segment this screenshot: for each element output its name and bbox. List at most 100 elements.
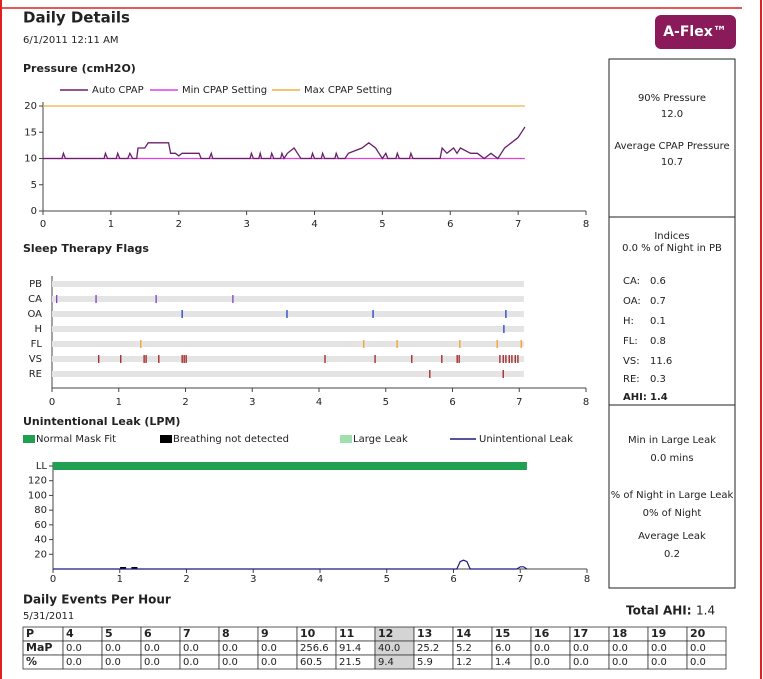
chart-title: Sleep Therapy Flags [23,242,149,255]
index-value: 0.3 [650,374,666,385]
row-track [52,341,524,347]
cell-text: 9 [261,627,269,640]
y-tick-label: 10 [24,154,37,165]
index-value: 0.8 [650,336,666,347]
x-tick-label: 6 [450,574,456,585]
stat-value: 0.2 [664,549,680,560]
cell-text: 1.4 [495,657,511,668]
breathing-not-detected [131,567,138,569]
leak-line [53,559,528,570]
cell-text: 18 [612,627,627,640]
title: Daily Details [23,9,130,27]
cell-text: 0.0 [534,643,550,654]
cell-text: 0.0 [612,657,628,668]
cell-text: 0.0 [651,657,667,668]
legend-label: Min CPAP Setting [182,85,267,96]
x-tick-label: 4 [311,219,317,230]
cell-text: 1.2 [456,657,472,668]
x-tick-label: 7 [517,574,523,585]
index-label: VS: [623,356,640,367]
x-tick-label: 5 [383,397,389,408]
cell-text: 0.0 [144,657,160,668]
chart-title: Pressure (cmH2O) [23,62,136,75]
cell-text: 0.0 [573,643,589,654]
cell-text: 0.0 [66,657,82,668]
legend-swatch [160,435,172,443]
y-tick-label: 20 [34,549,47,560]
x-tick-label: 1 [108,219,114,230]
series-line [43,126,526,160]
panel-title: Indices [654,231,689,242]
cell-text: 60.5 [300,657,322,668]
row-label: FL [31,339,43,350]
index-label: RE: [623,374,640,385]
panel [608,404,736,589]
cell-text: P [26,627,34,640]
x-tick-label: 5 [384,574,390,585]
x-tick-label: 3 [250,574,256,585]
y-tick-label: 5 [31,180,37,191]
cell-text: 0.0 [105,643,121,654]
y-tick-label: 80 [34,505,47,516]
stat-value: 0.0 mins [650,453,693,464]
y-tick-label: 20 [24,101,37,112]
cell-text: 11 [339,627,354,640]
index-value: 0.7 [650,296,666,307]
cell-text: 10 [300,627,316,640]
x-tick-label: 3 [249,397,255,408]
cell-text: 15 [495,627,510,640]
row-label: OA [27,309,42,320]
x-tick-label: 2 [176,219,182,230]
legend-label: Breathing not detected [173,434,289,445]
x-tick-label: 0 [40,219,46,230]
stat-label: Average CPAP Pressure [614,141,729,152]
x-tick-label: 6 [449,397,455,408]
index-value: 0.1 [650,316,666,327]
cell-text: 0.0 [534,657,550,668]
x-tick-label: 6 [447,219,453,230]
total-label: Total AHI: [626,604,692,618]
y-tick-label: 40 [34,535,47,546]
cell-text: 0.0 [222,643,238,654]
x-tick-label: 2 [183,574,189,585]
cell-text: 0.0 [105,657,121,668]
cell-text: 7 [183,627,191,640]
panel-subtitle: 0.0 % of Night in PB [622,243,722,254]
cell-text: 20 [690,627,706,640]
legend-label: Normal Mask Fit [36,434,116,445]
stat-label: % of Night in Large Leak [611,490,734,501]
cell-text: 0.0 [222,657,238,668]
badge-text: A-Flex™ [663,24,727,40]
x-tick-label: 4 [316,397,322,408]
cell-text: 9.4 [378,657,394,668]
cell-text: 25.2 [417,643,439,654]
row-label: CA [28,294,42,305]
legend-swatch [340,435,352,443]
cell-text: 0.0 [573,657,589,668]
cell-text: 5.2 [456,643,472,654]
cell-text: 0.0 [144,643,160,654]
cell-text: 19 [651,627,666,640]
x-tick-label: 4 [317,574,323,585]
index-label: AHI: [623,392,647,403]
stat-label: Average Leak [638,531,706,542]
cell-text: 0.0 [66,643,82,654]
row-track [52,311,524,317]
cell-text: 91.4 [339,643,361,654]
row-label: RE [29,369,42,380]
cell-text: 6 [144,627,152,640]
stat-label: Min in Large Leak [628,435,716,446]
cell-text: 4 [66,627,74,640]
y-tick-label: LL [36,461,48,472]
datetime: 6/1/2011 12:11 AM [23,35,119,46]
x-tick-label: 8 [583,219,589,230]
x-tick-label: 0 [49,397,55,408]
legend-label: Auto CPAP [92,85,144,96]
normal-mask-fit [53,462,527,470]
badge [655,15,736,49]
x-tick-label: 3 [243,219,249,230]
stat-value: 0% of Night [643,508,702,519]
